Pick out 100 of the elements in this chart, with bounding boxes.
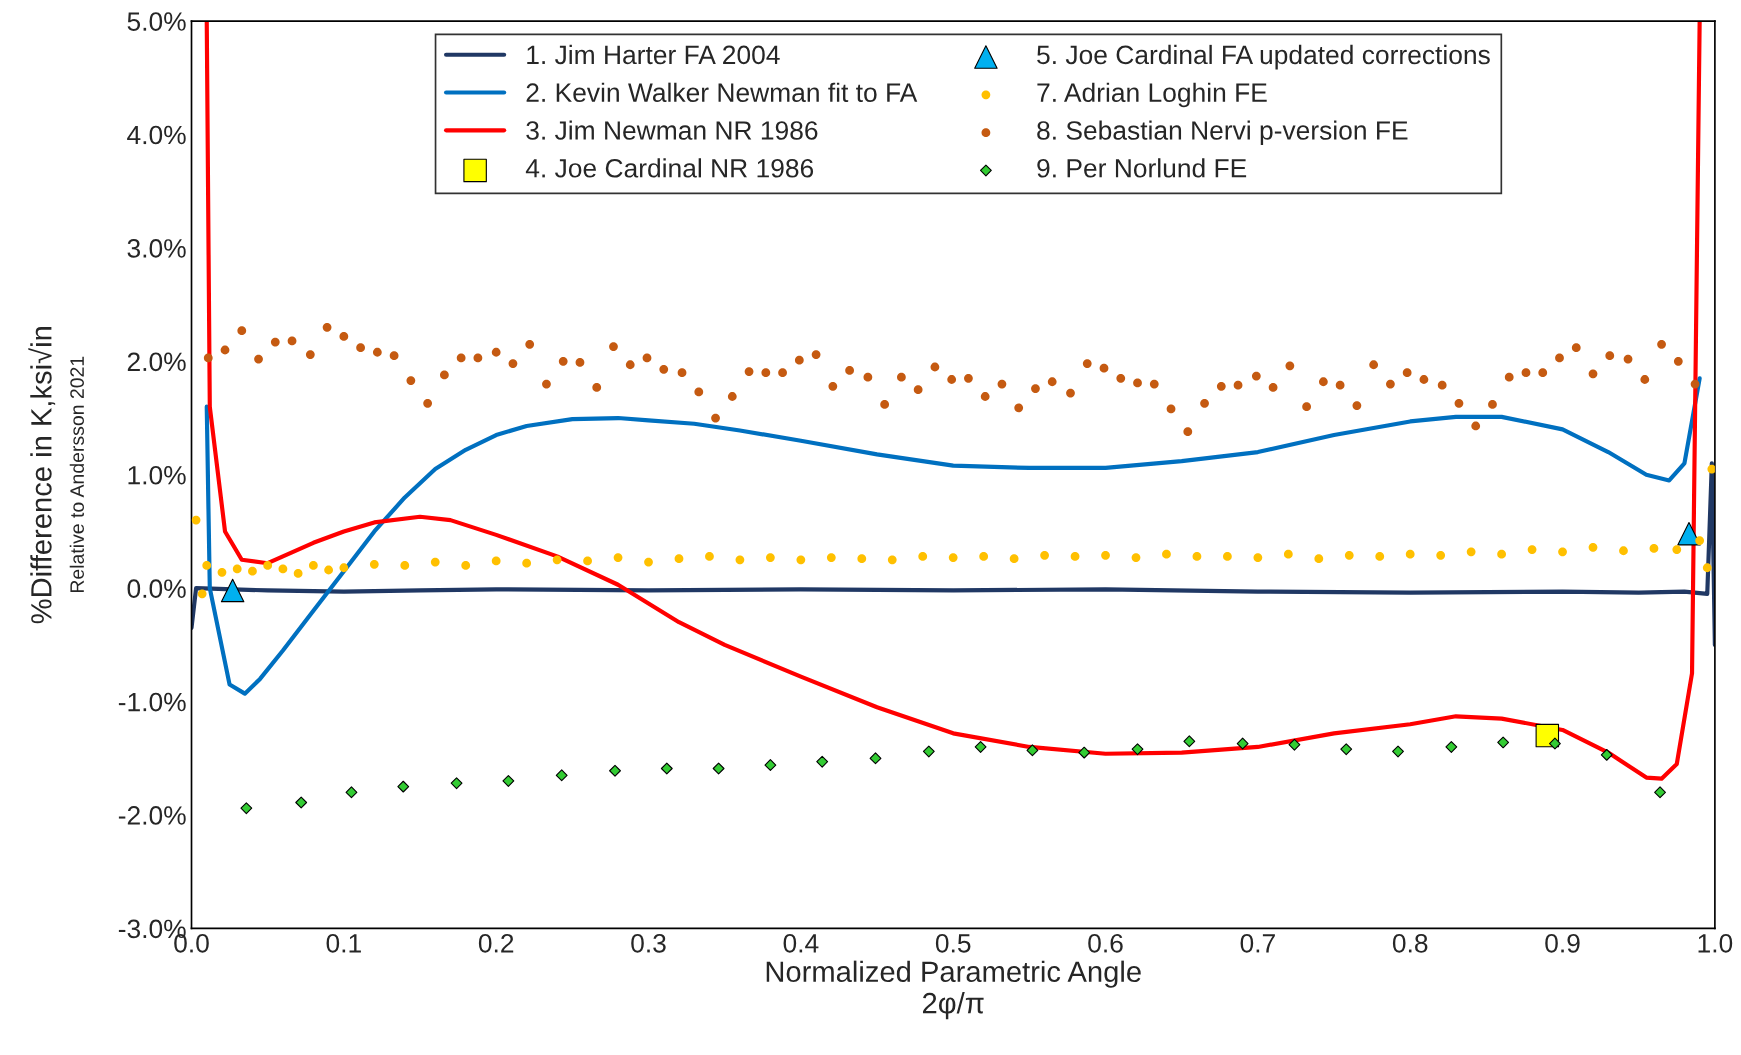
x-tick-label: 0.5 xyxy=(935,933,971,953)
point xyxy=(552,555,562,565)
point xyxy=(1070,552,1080,561)
point xyxy=(979,552,989,561)
point xyxy=(948,553,958,562)
point xyxy=(430,557,440,567)
point xyxy=(502,775,515,787)
point xyxy=(918,552,928,561)
x-tick-label: 0.6 xyxy=(1088,933,1123,953)
point xyxy=(1405,549,1415,559)
legend-label: 5. Joe Cardinal FA updated corrections xyxy=(1037,44,1490,70)
point xyxy=(248,566,257,576)
point xyxy=(1344,550,1354,560)
x-tick-label: 0.3 xyxy=(631,933,666,953)
point xyxy=(1283,549,1293,559)
point xyxy=(1040,550,1049,560)
x-tick-label: 0.1 xyxy=(326,933,361,953)
point xyxy=(613,553,623,562)
x-axis-title: Normalized Parametric Angle 2φ/π xyxy=(766,960,1141,1020)
x-tick-label: 0.4 xyxy=(783,933,819,953)
point xyxy=(278,564,288,574)
y-tick-label: -2.0% xyxy=(118,806,186,825)
legend-label: 4. Joe Cardinal NR 1986 xyxy=(525,158,814,178)
point xyxy=(869,752,882,765)
point xyxy=(1162,549,1171,559)
x-tick-label: 0.8 xyxy=(1392,933,1428,953)
point xyxy=(1654,786,1666,799)
point xyxy=(1101,550,1110,560)
point xyxy=(220,578,245,603)
point xyxy=(1672,545,1682,554)
point xyxy=(397,780,410,793)
point xyxy=(766,553,775,562)
point xyxy=(974,741,987,753)
point xyxy=(450,777,463,790)
legend-label: 7. Adrian Loghin FE xyxy=(1037,82,1267,108)
point xyxy=(263,561,273,570)
point xyxy=(712,762,725,775)
point xyxy=(491,556,501,566)
point xyxy=(1497,549,1506,559)
point xyxy=(1436,550,1446,560)
point xyxy=(1558,547,1567,557)
legend-label: 3. Jim Newman NR 1986 xyxy=(526,120,818,140)
legend-label: 8. Sebastian Nervi p-version FE xyxy=(1037,120,1408,146)
point xyxy=(461,561,471,570)
x-tick-label: 0.9 xyxy=(1545,933,1580,953)
point xyxy=(324,565,334,575)
point xyxy=(339,563,349,573)
line-series xyxy=(204,376,1702,696)
point xyxy=(764,759,777,772)
point xyxy=(1497,736,1510,749)
legend-label: 9. Per Norlund FE xyxy=(1037,158,1247,178)
point xyxy=(1445,741,1458,753)
point xyxy=(1375,552,1385,561)
y-tick-label: 0.0% xyxy=(127,579,186,598)
y-tick-label: -1.0% xyxy=(118,692,186,712)
legend-label: 1. Jim Harter FA 2004 xyxy=(527,44,780,65)
point xyxy=(1340,743,1353,756)
x-tick-label: 1.0 xyxy=(1698,933,1733,953)
point xyxy=(369,559,379,569)
point xyxy=(1392,745,1404,758)
point xyxy=(217,567,227,577)
y-tick-label: 4.0% xyxy=(127,125,186,145)
point xyxy=(295,796,308,809)
point xyxy=(232,564,242,574)
point xyxy=(857,554,867,564)
point xyxy=(1695,536,1705,545)
point xyxy=(796,555,806,565)
point xyxy=(705,552,714,561)
legend-label: 2. Kevin Walker Newman fit to FA xyxy=(526,82,918,103)
point xyxy=(1600,748,1613,761)
point xyxy=(1131,743,1144,756)
x-tick-label: 0.7 xyxy=(1240,933,1275,953)
point xyxy=(1192,552,1202,561)
point xyxy=(674,554,684,564)
point xyxy=(1026,744,1039,757)
point xyxy=(202,561,212,570)
point xyxy=(826,553,836,562)
point xyxy=(1253,553,1263,562)
point xyxy=(816,755,829,768)
point xyxy=(644,557,653,567)
point xyxy=(1588,542,1598,552)
point xyxy=(1223,552,1232,561)
point xyxy=(1527,545,1537,554)
point xyxy=(1314,554,1324,564)
x-tick-label: 0.2 xyxy=(478,933,514,953)
text: Relative to Andersson 2021 xyxy=(69,356,84,593)
point xyxy=(522,558,532,568)
point xyxy=(400,561,410,570)
point xyxy=(1707,464,1715,474)
line-series xyxy=(204,21,1702,781)
point xyxy=(583,556,592,566)
y-tick-label: 3.0% xyxy=(127,239,186,258)
point xyxy=(1548,737,1561,750)
point xyxy=(240,802,253,815)
point xyxy=(555,769,568,782)
point xyxy=(1702,563,1712,573)
point xyxy=(1619,546,1628,556)
point xyxy=(660,762,673,775)
point xyxy=(1649,544,1659,553)
point xyxy=(1466,547,1476,557)
